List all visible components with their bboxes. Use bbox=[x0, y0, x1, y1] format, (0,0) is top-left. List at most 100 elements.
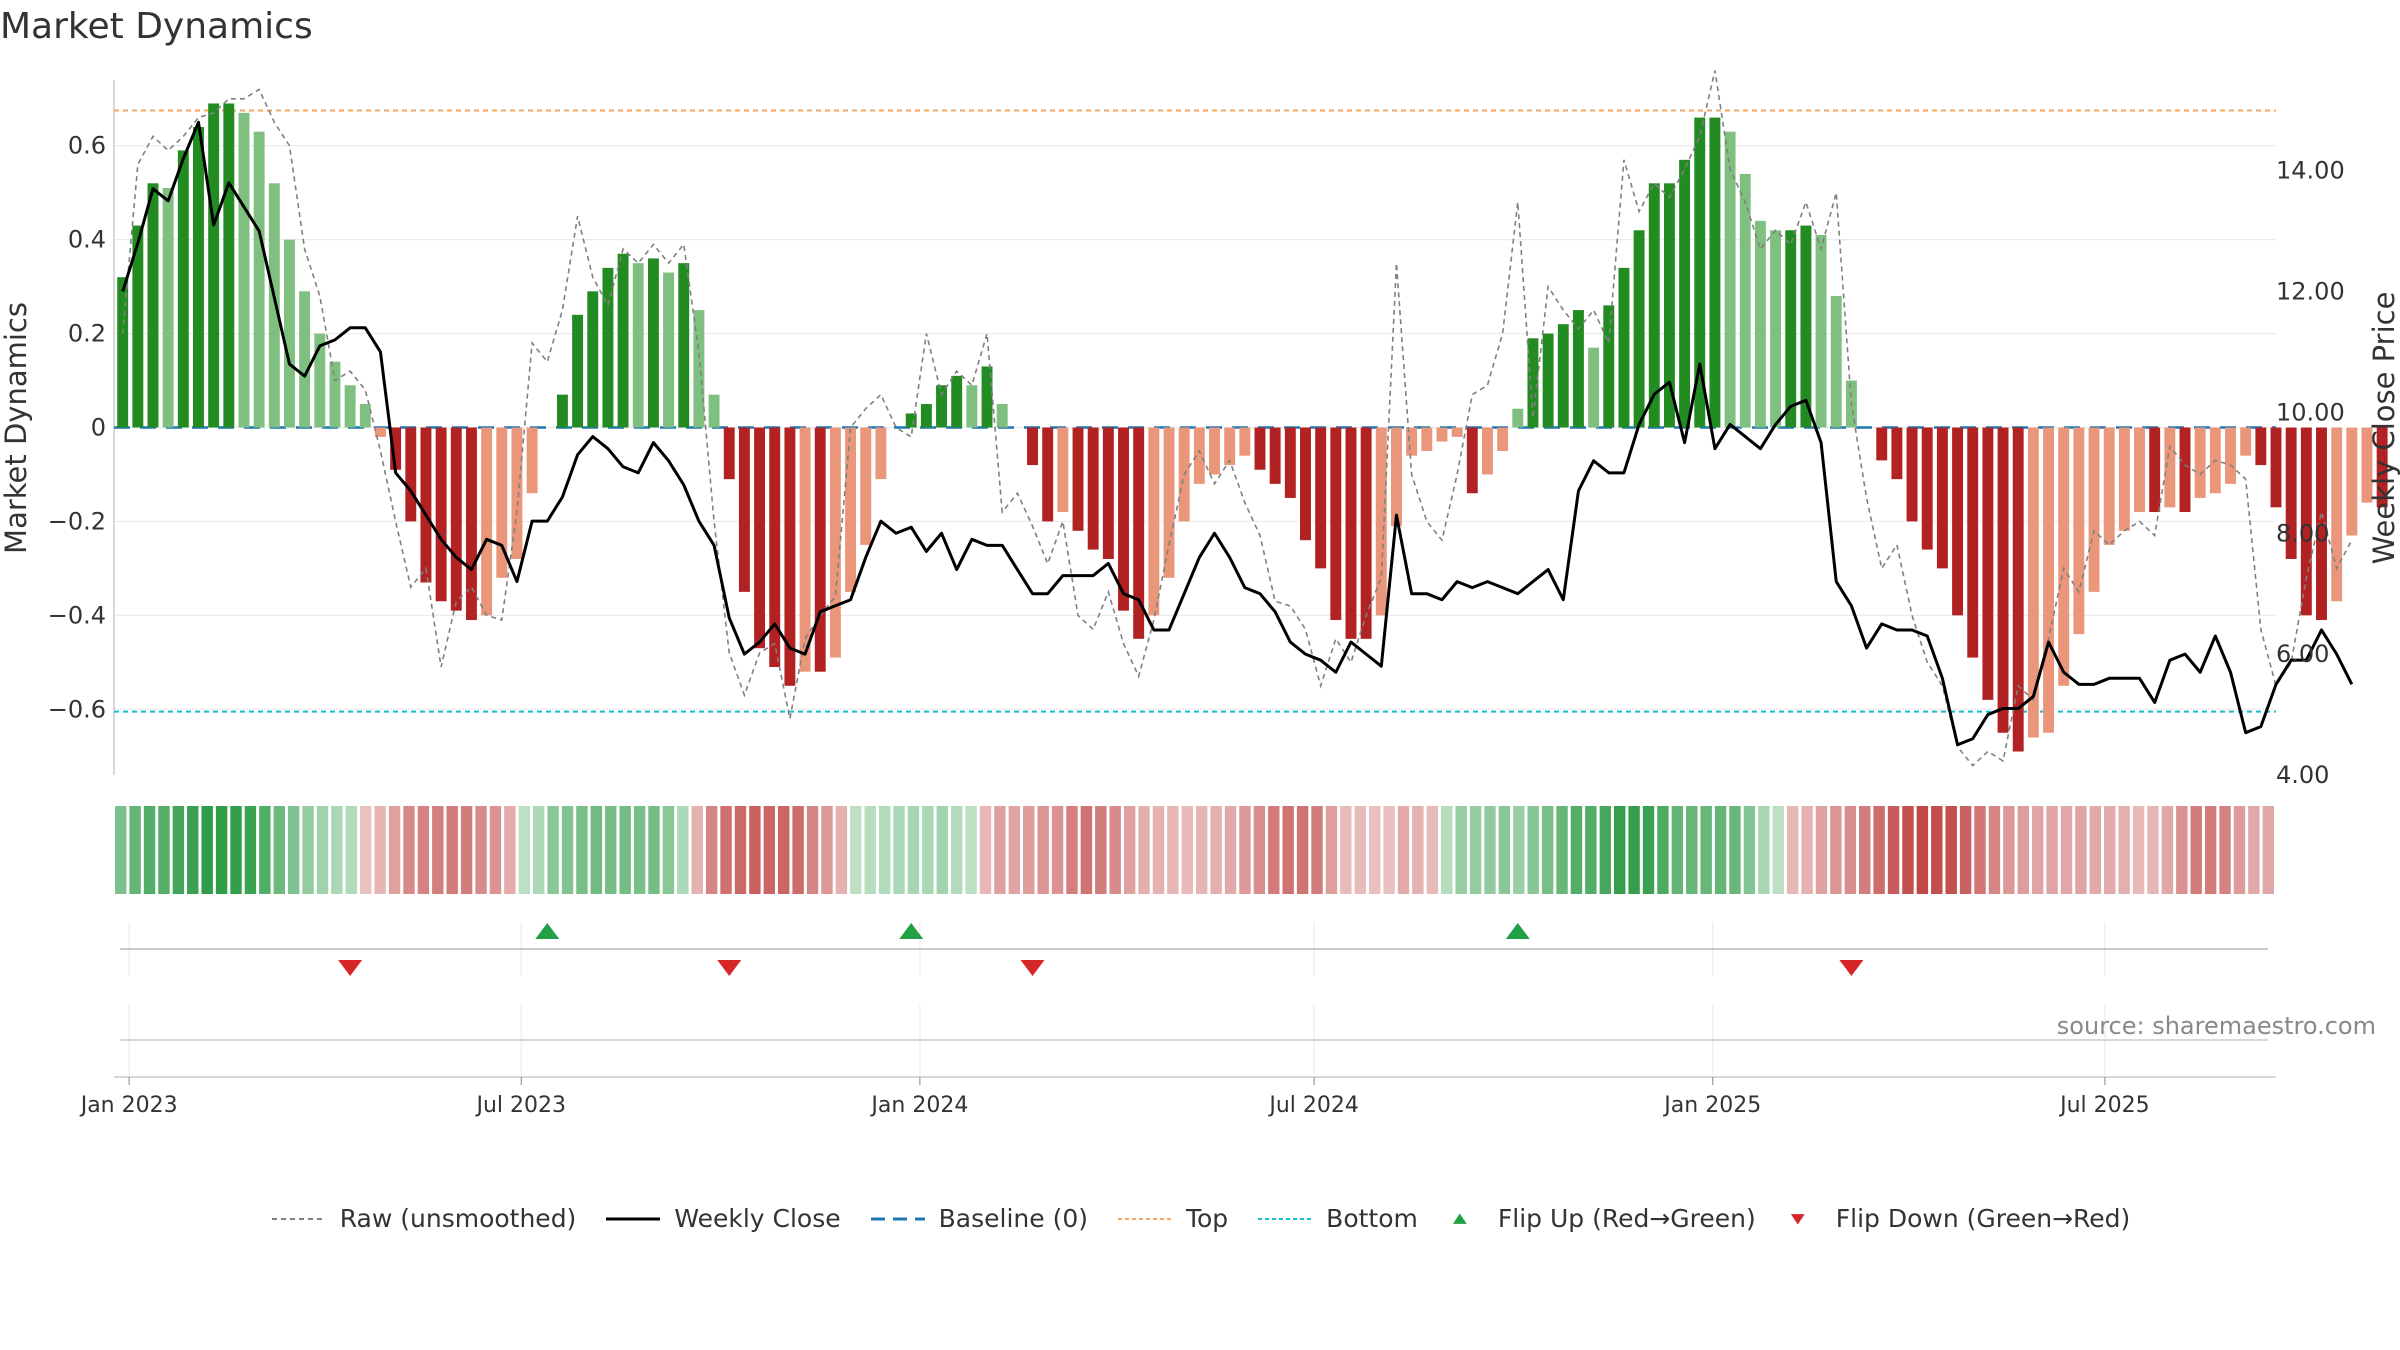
dynamics-bar bbox=[420, 427, 432, 583]
regime-cell bbox=[1253, 806, 1266, 894]
regime-cell bbox=[475, 806, 487, 894]
dynamics-bar bbox=[981, 366, 993, 428]
regime-cell bbox=[965, 806, 977, 894]
y-tick-label-right: 8.00 bbox=[2276, 519, 2329, 547]
regime-cell bbox=[1123, 806, 1136, 894]
regime-cell bbox=[1196, 806, 1208, 894]
regime-cell bbox=[1095, 806, 1107, 894]
raw-line bbox=[121, 70, 2353, 767]
x-tick-label: Jan 2025 bbox=[1662, 1093, 1761, 1118]
regime-cell bbox=[1426, 806, 1439, 894]
regime-cell bbox=[532, 806, 545, 894]
dynamics-bar bbox=[966, 385, 978, 428]
dynamics-bar bbox=[1300, 427, 1311, 541]
x-tick-label: Jan 2023 bbox=[79, 1093, 178, 1118]
y-tick-label-right: 14.00 bbox=[2276, 157, 2345, 185]
dynamics-bar bbox=[481, 427, 493, 616]
regime-cell bbox=[705, 806, 718, 894]
dynamics-bar bbox=[1830, 296, 1842, 428]
dynamics-bar bbox=[208, 103, 220, 428]
dynamics-bar bbox=[1481, 427, 1493, 475]
dynamics-bar bbox=[814, 427, 826, 672]
dynamics-bar bbox=[496, 427, 508, 578]
regime-cell bbox=[1513, 806, 1525, 894]
x-axis: Jan 2023 Jul 2023 Jan 2024 Jul 2024 Jan 2025… bbox=[79, 1076, 2276, 1118]
regime-cell bbox=[287, 806, 300, 894]
dynamics-bar bbox=[1785, 230, 1797, 428]
dynamics-bar bbox=[1163, 427, 1175, 578]
dynamics-bar bbox=[2088, 427, 2100, 592]
regime-cell bbox=[2003, 806, 2015, 894]
dynamics-bar bbox=[1239, 427, 1251, 456]
dynamics-bar bbox=[329, 361, 341, 428]
regime-cell bbox=[172, 806, 185, 894]
dynamics-bar bbox=[708, 394, 720, 428]
dynamics-bar bbox=[1512, 408, 1524, 428]
regime-cell bbox=[778, 806, 790, 894]
regime-cell bbox=[2219, 806, 2231, 894]
dynamics-bar bbox=[268, 183, 280, 428]
legend-label-flip-down: Flip Down (Green→Red) bbox=[1835, 1204, 2131, 1233]
regime-cell bbox=[2132, 806, 2145, 894]
legend-label-close: Weekly Close bbox=[674, 1204, 841, 1233]
dynamics-bar bbox=[1997, 427, 2009, 733]
dynamics-bar bbox=[1542, 333, 1554, 428]
regime-cell bbox=[1354, 806, 1366, 894]
regime-cell bbox=[158, 806, 170, 894]
regime-cell bbox=[2017, 806, 2029, 894]
regime-cell bbox=[878, 806, 891, 894]
regime-cell bbox=[504, 806, 516, 894]
dynamics-bar bbox=[1027, 427, 1038, 466]
regime-cell bbox=[1743, 806, 1756, 894]
regime-cell bbox=[1988, 806, 2001, 894]
regime-cell bbox=[1051, 806, 1064, 894]
dynamics-bar bbox=[2361, 427, 2373, 503]
regime-cell bbox=[1729, 806, 1741, 894]
dynamics-bar bbox=[1557, 324, 1569, 428]
regime-cell bbox=[1815, 806, 1828, 894]
regime-cell bbox=[677, 806, 689, 894]
dynamics-bar bbox=[2012, 427, 2024, 752]
dynamics-bar bbox=[238, 112, 250, 428]
regime-cell bbox=[1916, 806, 1929, 894]
y-tick-label-left: −0.6 bbox=[48, 695, 106, 723]
dynamics-bar bbox=[1891, 427, 1903, 480]
dynamics-bar bbox=[1588, 347, 1600, 428]
regime-cell bbox=[994, 806, 1006, 894]
dynamics-bar bbox=[2240, 427, 2252, 456]
legend-swatch-bottom bbox=[1258, 1217, 1313, 1220]
regime-cell bbox=[2060, 806, 2073, 894]
left-axis-ticks: −0.6 −0.4 −0.2 0 0.2 0.4 0.6 bbox=[48, 132, 106, 724]
regime-cell bbox=[633, 806, 646, 894]
dynamics-bar bbox=[1148, 427, 1160, 616]
regime-cell bbox=[2190, 806, 2202, 894]
regime-cell bbox=[2161, 806, 2174, 894]
regime-cell bbox=[316, 806, 329, 894]
legend-item-flip-down: Flip Down (Green→Red) bbox=[1784, 1204, 2131, 1233]
dynamics-bar bbox=[2149, 427, 2161, 513]
dynamics-bar bbox=[1284, 427, 1296, 498]
dynamics-bar bbox=[1921, 427, 1933, 550]
dynamics-bar bbox=[284, 239, 295, 428]
regime-cell bbox=[821, 806, 833, 894]
dynamics-bar bbox=[2043, 427, 2054, 733]
regime-cell bbox=[605, 806, 617, 894]
dynamics-bar bbox=[450, 427, 462, 611]
regime-cell bbox=[1469, 806, 1482, 894]
dynamics-bar bbox=[1087, 427, 1099, 550]
dynamics-bar bbox=[1663, 183, 1675, 428]
dynamics-bar bbox=[1315, 427, 1327, 569]
dynamics-bar bbox=[1209, 427, 1220, 475]
legend-item-flip-up: Flip Up (Red→Green) bbox=[1446, 1204, 1756, 1233]
legend-label-raw: Raw (unsmoothed) bbox=[339, 1204, 577, 1233]
dynamics-bar bbox=[1952, 427, 1964, 616]
dynamics-bar bbox=[1679, 159, 1691, 428]
regime-cell bbox=[1758, 806, 1770, 894]
dynamics-bar bbox=[435, 427, 447, 602]
regime-cell bbox=[1484, 806, 1496, 894]
dynamics-bar bbox=[678, 263, 690, 428]
regime-cell bbox=[1527, 806, 1539, 894]
dynamics-bar bbox=[526, 427, 538, 494]
dynamics-bar bbox=[2316, 427, 2327, 621]
